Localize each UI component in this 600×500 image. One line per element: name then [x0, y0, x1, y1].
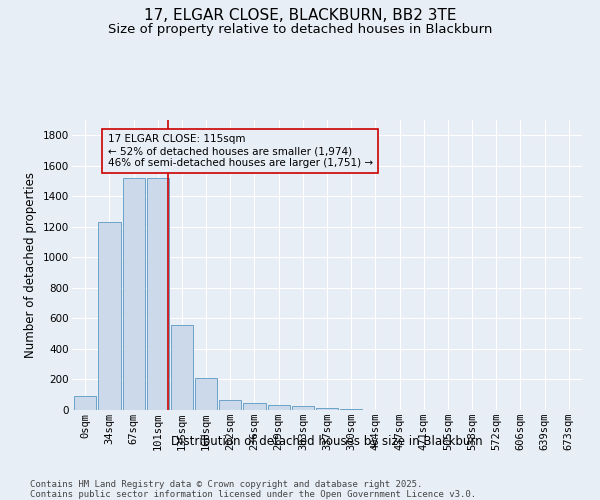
Text: 17, ELGAR CLOSE, BLACKBURN, BB2 3TE: 17, ELGAR CLOSE, BLACKBURN, BB2 3TE	[144, 8, 456, 22]
Bar	[292, 406, 314, 410]
Text: Size of property relative to detached houses in Blackburn: Size of property relative to detached ho…	[108, 22, 492, 36]
Bar	[171, 324, 193, 410]
Bar	[74, 396, 97, 410]
Bar	[244, 403, 266, 410]
Bar	[122, 178, 145, 410]
Bar	[146, 178, 169, 410]
Bar	[316, 408, 338, 410]
Bar	[195, 378, 217, 410]
Text: Contains HM Land Registry data © Crown copyright and database right 2025.
Contai: Contains HM Land Registry data © Crown c…	[30, 480, 476, 499]
Bar	[268, 404, 290, 410]
Text: 17 ELGAR CLOSE: 115sqm
← 52% of detached houses are smaller (1,974)
46% of semi-: 17 ELGAR CLOSE: 115sqm ← 52% of detached…	[108, 134, 373, 168]
Bar	[340, 409, 362, 410]
Bar	[219, 400, 241, 410]
Text: Distribution of detached houses by size in Blackburn: Distribution of detached houses by size …	[171, 435, 483, 448]
Bar	[98, 222, 121, 410]
Y-axis label: Number of detached properties: Number of detached properties	[25, 172, 37, 358]
